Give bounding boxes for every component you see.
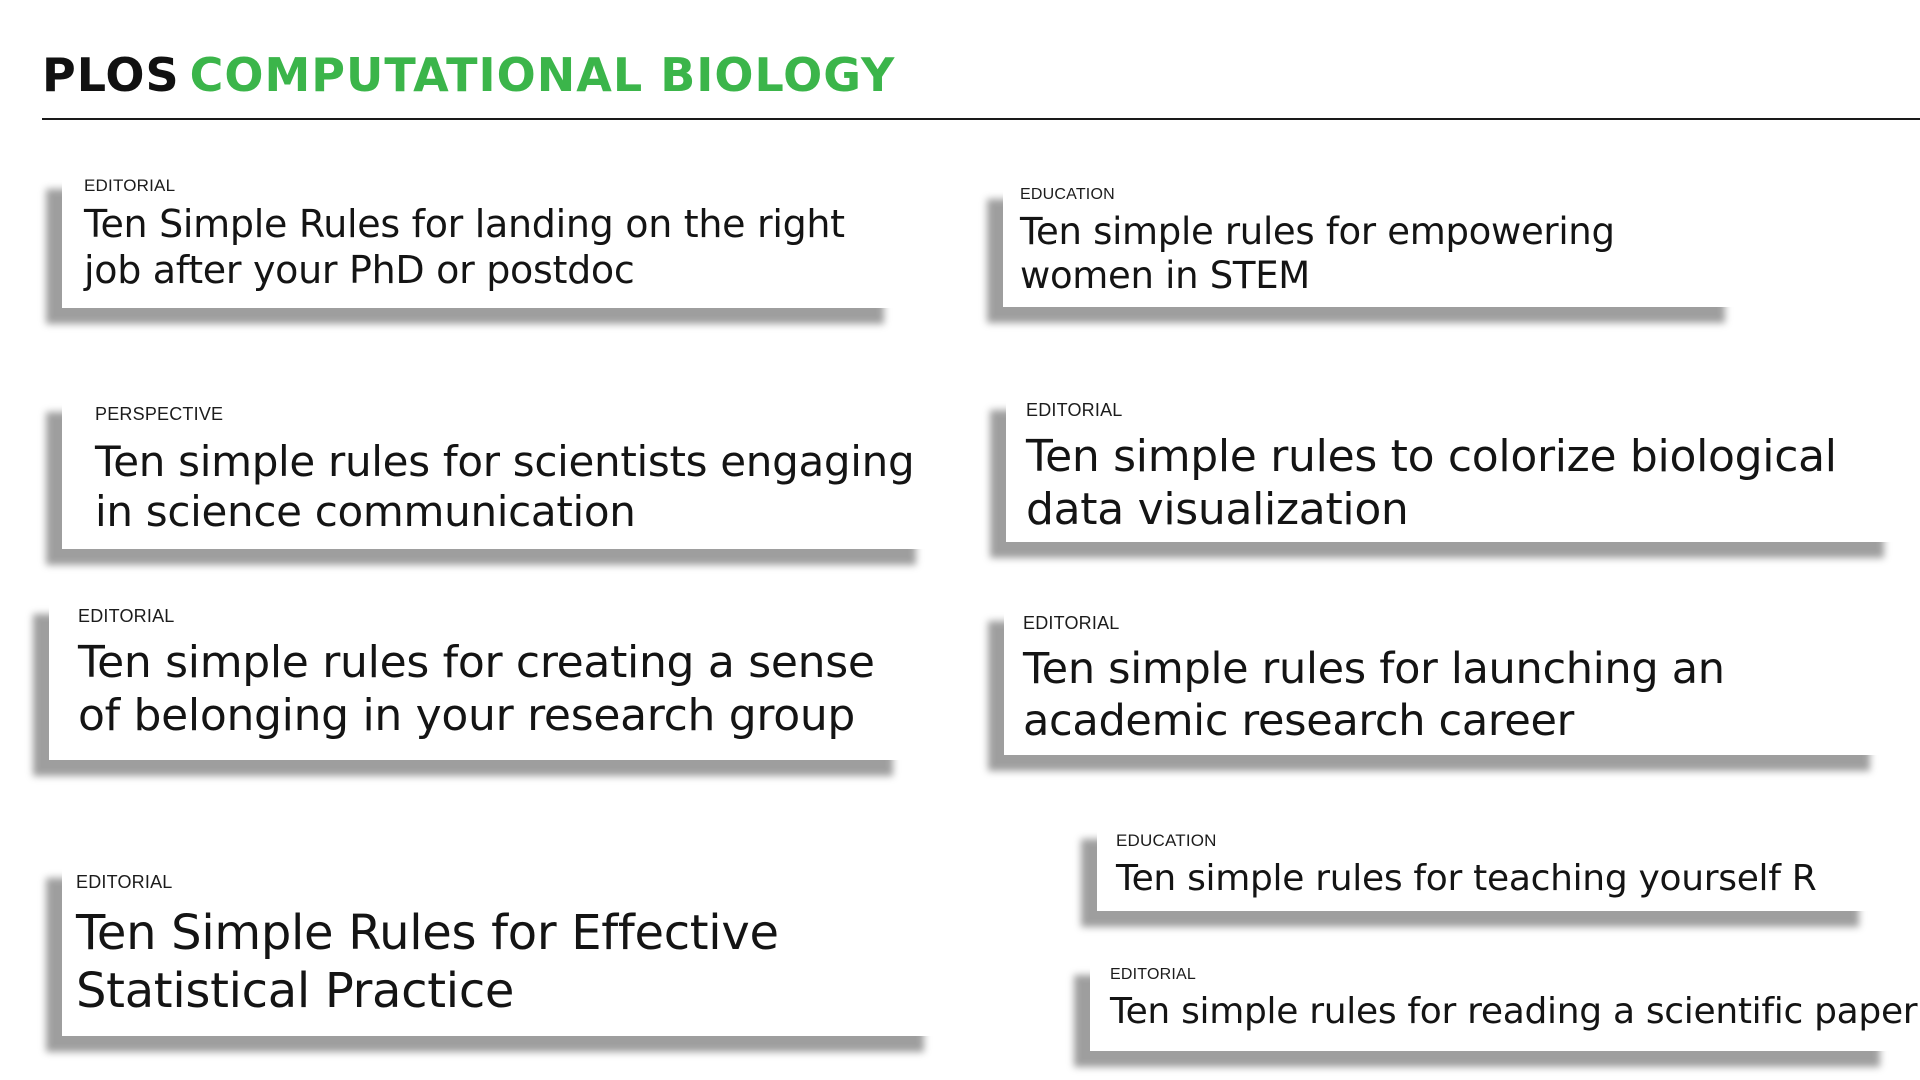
article-card[interactable]: EDITORIAL Ten simple rules for reading a…: [1090, 959, 1918, 1051]
article-card[interactable]: EDITORIAL Ten Simple Rules for Effective…: [62, 862, 940, 1036]
article-title[interactable]: Ten simple rules for launching an academ…: [1023, 644, 1725, 746]
article-title[interactable]: Ten simple rules for creating a sense of…: [78, 637, 875, 741]
article-type: EDUCATION: [1116, 831, 1217, 850]
article-title[interactable]: Ten simple rules for reading a scientifi…: [1110, 991, 1918, 1032]
article-card[interactable]: EDITORIAL Ten Simple Rules for landing o…: [62, 173, 900, 308]
article-card[interactable]: EDITORIAL Ten simple rules for launching…: [1004, 605, 1886, 755]
brand-name: PLOS: [42, 48, 180, 102]
journal-name: COMPUTATIONAL BIOLOGY: [189, 48, 896, 102]
header-divider: [42, 118, 1920, 120]
article-type: EDITORIAL: [1110, 966, 1196, 983]
article-title[interactable]: Ten Simple Rules for Effective Statistic…: [76, 905, 779, 1019]
article-title[interactable]: Ten simple rules for teaching yourself R: [1116, 858, 1817, 899]
article-title[interactable]: Ten simple rules to colorize biological …: [1026, 431, 1837, 535]
article-card[interactable]: EDUCATION Ten simple rules for empowerin…: [1003, 183, 1741, 307]
article-type: EDITORIAL: [84, 176, 176, 195]
article-card[interactable]: EDITORIAL Ten simple rules for creating …: [49, 598, 909, 760]
article-type: EDUCATION: [1020, 186, 1115, 203]
article-card[interactable]: EDITORIAL Ten simple rules to colorize b…: [1006, 394, 1900, 542]
article-type: PERSPECTIVE: [95, 404, 224, 424]
journal-masthead: PLOS COMPUTATIONAL BIOLOGY: [42, 48, 895, 102]
article-title[interactable]: Ten simple rules for empowering women in…: [1020, 210, 1615, 298]
article-type: EDITORIAL: [1023, 613, 1120, 633]
article-title[interactable]: Ten simple rules for scientists engaging…: [95, 437, 915, 537]
article-type: EDITORIAL: [76, 872, 173, 892]
article-type: EDITORIAL: [1026, 400, 1123, 420]
article-type: EDITORIAL: [78, 606, 175, 626]
article-card[interactable]: EDUCATION Ten simple rules for teaching …: [1097, 823, 1875, 911]
article-title[interactable]: Ten Simple Rules for landing on the righ…: [84, 202, 845, 292]
article-card[interactable]: PERSPECTIVE Ten simple rules for scienti…: [62, 396, 932, 549]
